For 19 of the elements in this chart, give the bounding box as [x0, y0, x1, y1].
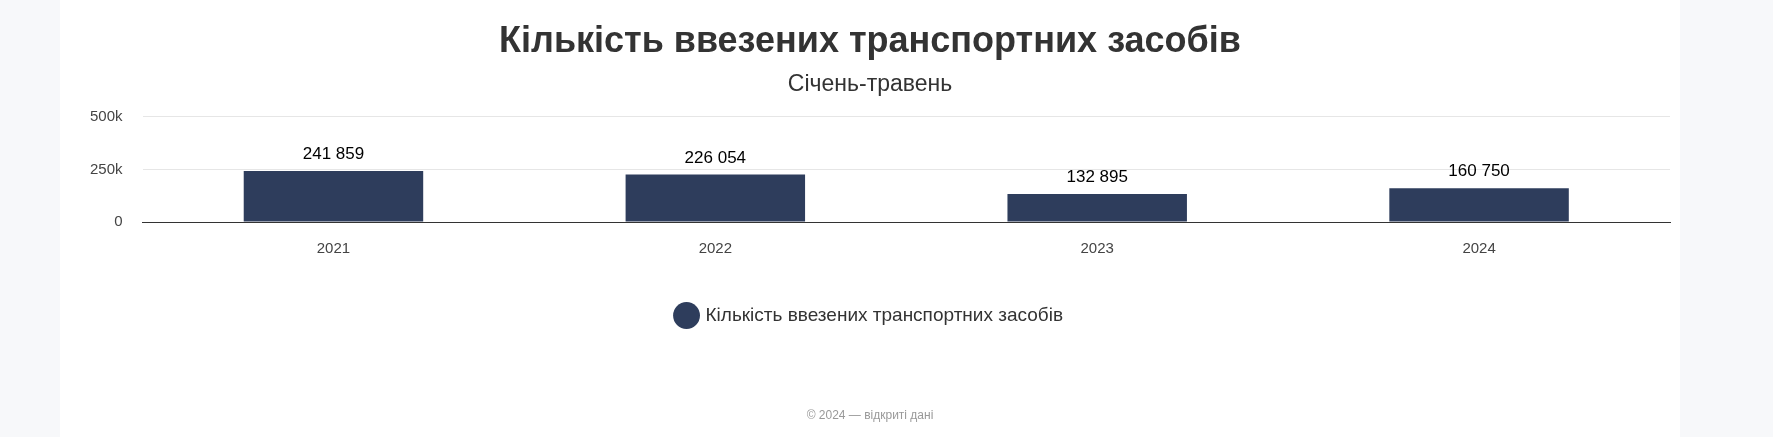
data-label: 160 750 — [1448, 161, 1510, 181]
x-tick-label: 2022 — [698, 239, 733, 257]
bar — [1007, 194, 1187, 222]
y-tick-label: 250k — [90, 159, 124, 177]
x-tick-label: 2021 — [316, 239, 351, 257]
legend-label: Кількість ввезених транспортних засобів — [705, 303, 1063, 325]
chart-subtitle: Січень-травень — [787, 70, 953, 97]
data-label: 241 859 — [302, 144, 365, 164]
data-label: 132 895 — [1066, 167, 1128, 187]
x-tick-label: 2024 — [1462, 239, 1496, 257]
data-label: 226 054 — [684, 147, 747, 167]
y-tick-label: 0 — [114, 212, 123, 230]
bar — [243, 171, 424, 222]
x-tick-label: 2023 — [1080, 239, 1114, 257]
chart-title: Кількість ввезених транспортних засобів — [499, 18, 1241, 60]
bar — [625, 174, 806, 222]
text: © 2024 — відкриті дані — [805, 408, 935, 422]
y-tick-label: 500k — [90, 106, 124, 124]
bar — [1389, 188, 1569, 222]
